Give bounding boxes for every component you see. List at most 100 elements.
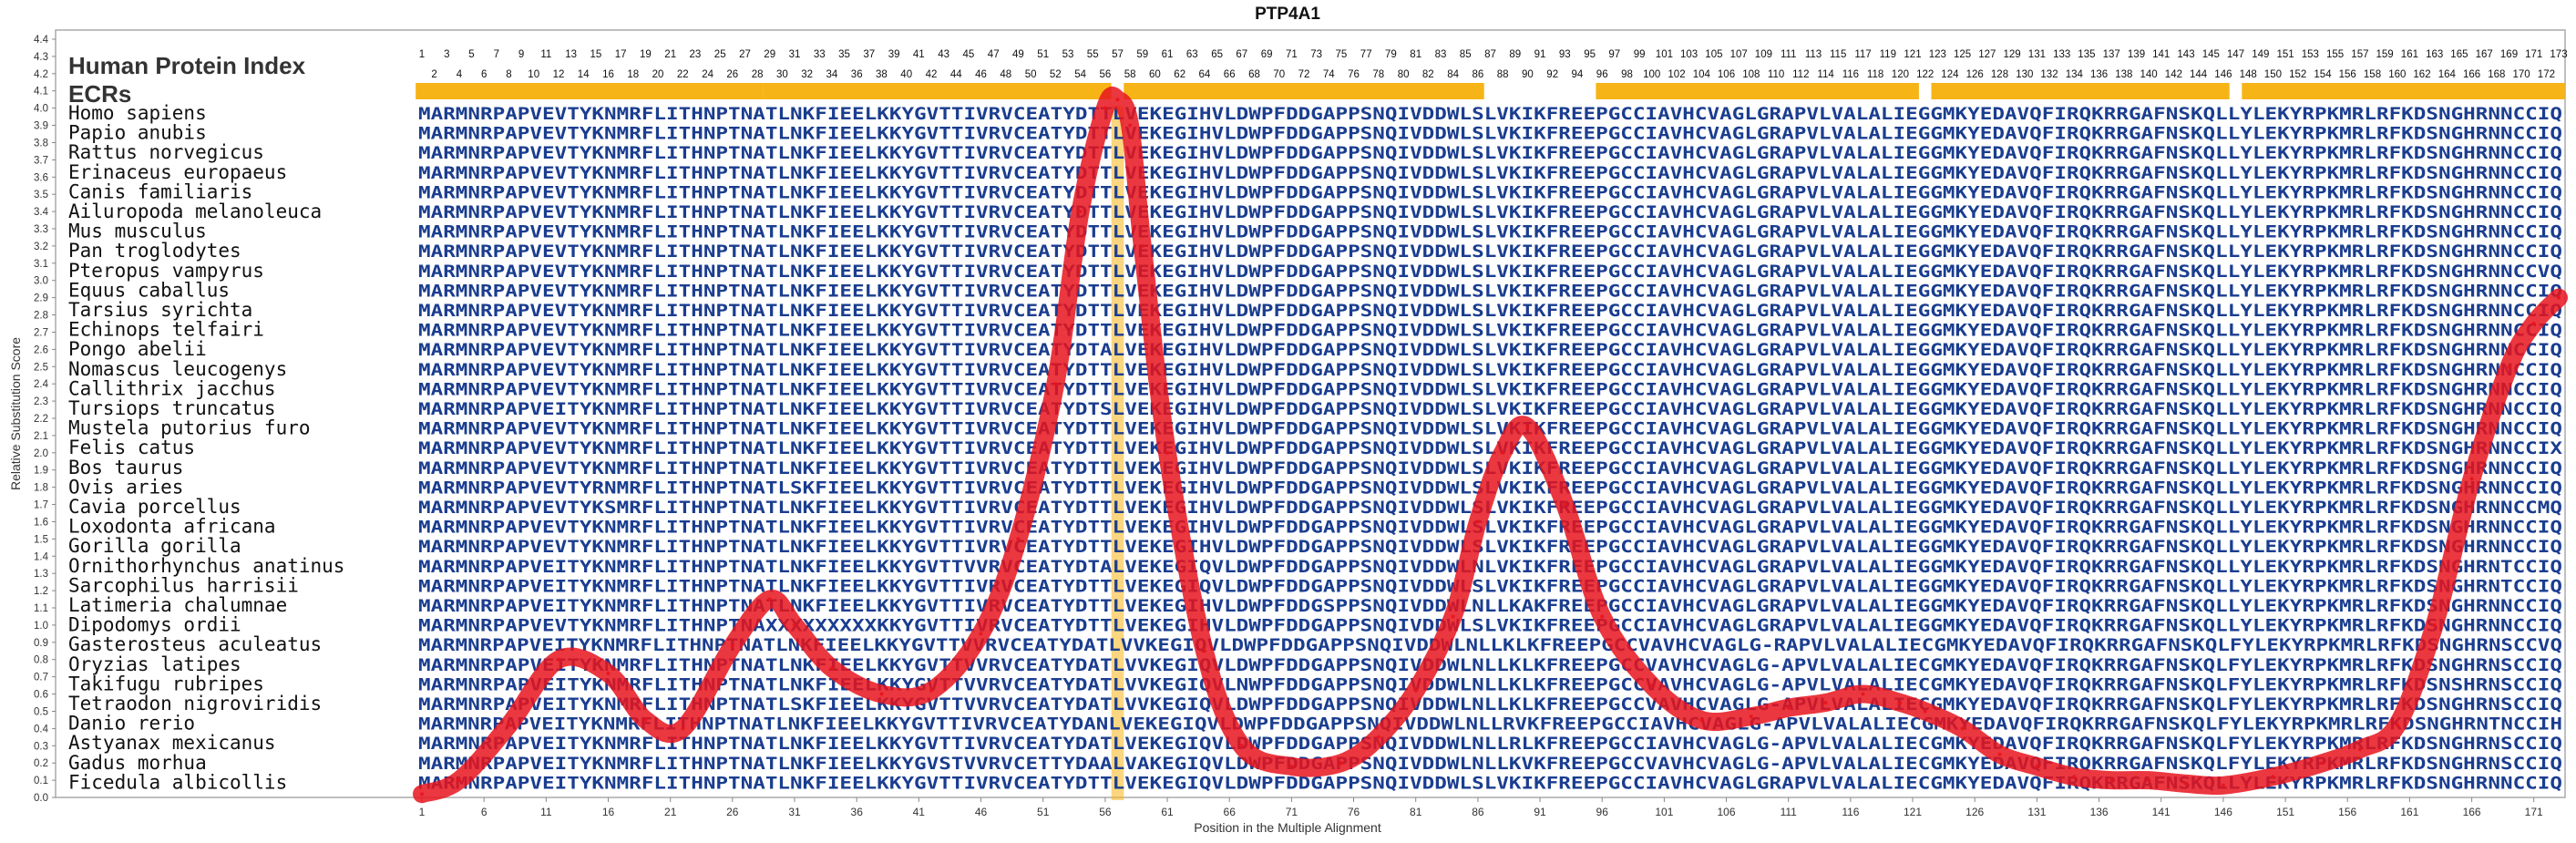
y-tick-label: 3.9 [34,121,48,132]
position-label-top: 117 [1854,49,1871,60]
position-label-top: 169 [2500,49,2518,60]
y-tick-label: 3.1 [34,259,48,270]
y-tick-label: 1.7 [34,500,48,511]
position-label-bottom: 150 [2264,69,2282,80]
score-point [929,688,933,693]
position-label-top: 145 [2202,49,2220,60]
alignment-sequence: MARMNRPAPVEITYKNMRFLITHNPTNATLNKFIEELKKY… [418,597,2562,616]
position-label-bottom: 26 [726,69,738,80]
x-tick-label: 31 [788,806,801,818]
y-tick-label: 0.6 [34,690,48,701]
y-tick-label: 2.6 [34,344,48,355]
score-point [829,666,834,671]
position-label-top: 159 [2376,49,2394,60]
x-tick-label: 111 [1781,806,1798,818]
score-point [1525,425,1530,429]
score-point [2557,295,2561,300]
y-tick-label: 2.4 [34,379,49,390]
position-label-bottom: 56 [1100,69,1112,80]
alignment-sequence: MARMNRPAPVEVTYKNMRFLITHNPTNATLNKFIEELKKY… [418,439,2562,458]
position-label-bottom: 70 [1273,69,1285,80]
position-label-top: 45 [963,49,975,60]
position-label-top: 47 [988,49,1000,60]
x-axis: 1 6 11 16 21 26 31 36 41 46 51 56 61 66 71 76 81 86 91 96 10… [419,797,2543,818]
y-tick-label: 3.5 [34,190,48,200]
score-point [1239,744,1244,748]
position-label-top: 33 [814,49,826,60]
position-label-top: 19 [640,49,652,60]
y-tick-label: 0.2 [34,758,48,769]
score-point [1563,502,1567,507]
y-tick-label: 2.9 [34,293,48,304]
position-label-bottom: 144 [2190,69,2208,80]
position-label-top: 51 [1037,49,1049,60]
alignment-sequence: MARMNRPAPVEVTYKNMRFLITHNPTNATLNKFIEELKKY… [418,203,2562,222]
y-tick-label: 3.8 [34,139,48,149]
position-label-top: 11 [540,49,551,60]
species-name: Equus caballus [68,279,230,301]
alignment-sequence: MARMNRPAPVEITYKNMRFLITHNPTNATLNKFIEELKKY… [418,577,2562,596]
position-label-top: 151 [2277,49,2294,60]
species-name: Canis familiaris [68,180,252,202]
y-tick-label: 3.3 [34,224,48,235]
position-label-bottom: 128 [1991,69,2008,80]
position-label-bottom: 12 [553,69,565,80]
alignment-sequence: MARMNRPAPVEVTYKNMRFLITHNPTNATLNKFIEELKKY… [418,282,2562,301]
position-label-bottom: 60 [1149,69,1161,80]
position-label-top: 17 [615,49,627,60]
score-point [2072,775,2077,779]
position-label-top: 167 [2476,49,2493,60]
position-label-bottom: 88 [1497,69,1509,80]
position-label-bottom: 148 [2240,69,2257,80]
position-label-top: 63 [1186,49,1198,60]
position-label-bottom: 46 [975,69,987,80]
score-point [1413,688,1418,693]
score-point [1103,106,1107,110]
alignment-sequence: MARMNRPAPVEITYKNMRFLITHNPTNATLSKFIEELKKY… [418,695,2562,714]
position-label-top: 109 [1755,49,1772,60]
position-label-top: 43 [938,49,949,60]
species-name: Oryzias latipes [68,653,241,675]
x-tick-label: 106 [1717,806,1735,818]
species-name: Echinops telfairi [68,319,264,341]
position-label-top: 85 [1460,49,1472,60]
alignment-sequence: MARMNRPAPVEVTYKNMRFLITHNPTNATLNKFIEELKKY… [418,242,2562,262]
score-point [1600,614,1605,619]
alignment-sequence: MARMNRPAPVEVTYKNMRFLITHNPTNATLNKFIEELKKY… [418,183,2562,202]
score-point [1997,752,2002,756]
position-label-bottom: 152 [2289,69,2306,80]
position-label-top: 75 [1336,49,1348,60]
y-tick-label: 3.7 [34,155,48,166]
species-name: Erinaceus europaeus [68,161,287,183]
score-point [1786,705,1791,710]
y-axis: 0.0 0.1 0.2 0.3 0.4 0.5 0.6 0.7 0.8 0.9 1.0 1.1 1.2 1… [34,35,56,804]
alignment-sequence: MARMNRPAPVEVTYKNMRFLITHNPTNATLNKFIEELKKY… [418,420,2562,439]
position-label-bottom: 22 [677,69,689,80]
species-name: Loxodonta africana [68,516,276,538]
score-point [2221,783,2225,787]
position-label-bottom: 140 [2140,69,2158,80]
position-label-bottom: 102 [1668,69,1685,80]
position-label-top: 163 [2426,49,2443,60]
position-label-bottom: 90 [1522,69,1534,80]
ecr-bar [763,83,1112,99]
position-label-bottom: 74 [1323,69,1335,80]
position-label-top: 123 [1929,49,1946,60]
position-label-bottom: 50 [1025,69,1037,80]
score-point [1289,765,1294,768]
alignment-sequence: MARMNRPAPVEITYKNMRFLITHNPTNATLNKFIEELKKY… [418,774,2562,793]
x-tick-label: 11 [540,806,552,818]
score-point [979,632,983,636]
score-point [2507,365,2511,369]
y-tick-label: 1.6 [34,518,48,529]
position-label-top: 103 [1680,49,1698,60]
x-tick-label: 151 [2276,806,2294,818]
position-label-bottom: 52 [1050,69,1062,80]
position-label-bottom: 172 [2538,69,2555,80]
score-point [767,597,772,601]
ecr-bar [1596,83,1919,99]
species-name: Callithrix jacchus [68,377,276,399]
position-label-bottom: 30 [776,69,788,80]
score-point [1960,726,1965,731]
position-label-bottom: 122 [1916,69,1934,80]
